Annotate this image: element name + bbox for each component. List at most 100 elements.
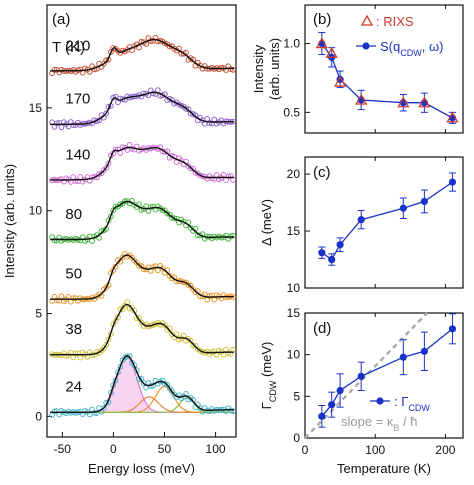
y-tick-label-b: 1.0 bbox=[283, 37, 300, 51]
panel-label-c: (c) bbox=[313, 164, 331, 181]
y-axis-label-a: Intensity (arb. units) bbox=[2, 164, 17, 278]
rixs-triangle bbox=[315, 37, 328, 49]
temperature-label: 38 bbox=[65, 321, 82, 338]
temperature-label: 24 bbox=[65, 379, 82, 396]
data-point-d bbox=[448, 325, 457, 333]
data-point bbox=[49, 234, 55, 240]
rixs-triangle bbox=[334, 75, 347, 87]
data-point bbox=[162, 40, 168, 47]
legend-label-slope: slope = κB / ħ bbox=[341, 414, 418, 433]
temperature-label: 80 bbox=[65, 206, 82, 223]
data-point bbox=[159, 207, 166, 214]
legend-label-gamma: : ΓCDW bbox=[394, 394, 430, 413]
data-point bbox=[105, 336, 112, 343]
temperature-label: 140 bbox=[65, 146, 90, 163]
x-axis-label-d: Temperature (K) bbox=[337, 461, 431, 476]
legend-marker-gamma bbox=[376, 397, 384, 405]
data-point bbox=[162, 149, 168, 155]
y-tick-label-a: 10 bbox=[29, 204, 43, 218]
panel-label-a: (a) bbox=[52, 11, 70, 28]
legend-label-rixs: : RIXS bbox=[376, 14, 414, 29]
data-point bbox=[154, 87, 161, 93]
fit-line bbox=[50, 200, 234, 241]
data-point bbox=[105, 160, 112, 167]
data-point-d bbox=[357, 372, 365, 380]
data-point bbox=[136, 262, 142, 269]
y-tick-label-a: 5 bbox=[35, 307, 42, 321]
x-tick-label-a: 0 bbox=[110, 442, 117, 456]
y-tick-label-b: 0.5 bbox=[283, 105, 300, 119]
panel-label-b: (b) bbox=[313, 11, 331, 28]
data-point bbox=[218, 64, 225, 71]
data-point bbox=[199, 173, 206, 180]
data-point bbox=[58, 293, 65, 300]
x-tick-label-d: 100 bbox=[365, 443, 385, 457]
spectrum-80K: 80 bbox=[49, 198, 236, 244]
data-point bbox=[117, 363, 124, 370]
reference-slope-line bbox=[304, 312, 429, 439]
data-point bbox=[53, 297, 60, 304]
y-tick-label-c: 10 bbox=[287, 281, 301, 295]
data-point bbox=[230, 66, 236, 73]
data-point-c bbox=[448, 178, 457, 186]
data-point bbox=[51, 237, 58, 244]
data-point bbox=[154, 267, 161, 274]
y-tick-label-d: 15 bbox=[287, 306, 301, 320]
fit-line bbox=[50, 355, 234, 413]
data-point bbox=[72, 350, 79, 357]
data-point bbox=[103, 165, 110, 171]
legend-header-a: T (K) bbox=[52, 39, 85, 56]
data-point bbox=[206, 293, 213, 300]
data-point bbox=[230, 232, 236, 239]
plot-frame-b bbox=[304, 4, 464, 134]
rixs-triangle bbox=[325, 46, 338, 58]
data-point bbox=[77, 174, 84, 180]
data-point bbox=[185, 282, 192, 289]
x-tick-label-a: 50 bbox=[158, 442, 172, 456]
data-point bbox=[70, 295, 77, 302]
data-point-c bbox=[328, 255, 336, 264]
data-point bbox=[187, 337, 194, 344]
fit-line bbox=[50, 39, 234, 72]
legend-marker-s bbox=[362, 42, 370, 50]
data-point-c bbox=[357, 216, 365, 224]
data-point bbox=[225, 173, 232, 180]
temperature-label: 170 bbox=[65, 91, 90, 108]
data-point bbox=[230, 346, 236, 353]
spectrum-50K: 50 bbox=[49, 251, 236, 305]
rixs-triangle bbox=[418, 96, 431, 108]
panel-d: 0 5 10 15 0 100 200 Temperature (K) (d) ΓCDW (meV… bbox=[259, 306, 464, 476]
plot-frame-c bbox=[304, 156, 464, 289]
data-point-d bbox=[420, 347, 428, 355]
x-tick-label-a: -50 bbox=[54, 442, 72, 456]
data-point bbox=[187, 165, 194, 172]
y-tick-label-c: 15 bbox=[287, 224, 301, 238]
data-point-d bbox=[399, 353, 407, 361]
data-point-d bbox=[318, 412, 326, 420]
rixs-triangle bbox=[355, 93, 368, 105]
data-point bbox=[230, 408, 236, 415]
data-point bbox=[162, 322, 168, 329]
data-point-c bbox=[336, 241, 344, 249]
data-point bbox=[227, 350, 234, 357]
data-point bbox=[230, 176, 236, 183]
plot-frame-d bbox=[304, 312, 464, 439]
fit-line bbox=[50, 146, 234, 181]
legend-triangle-rixs bbox=[360, 14, 374, 26]
data-point bbox=[103, 110, 110, 117]
fit-line bbox=[50, 91, 234, 125]
data-point-c bbox=[399, 204, 407, 212]
y-axis-label-d: ΓCDW (meV) bbox=[259, 342, 278, 410]
data-point bbox=[91, 410, 98, 416]
y-tick-label-d: 5 bbox=[293, 389, 300, 403]
temperature-label: 210 bbox=[65, 37, 90, 54]
data-point bbox=[51, 67, 58, 73]
data-point-d bbox=[328, 401, 336, 409]
data-point bbox=[183, 105, 189, 112]
x-tick-label-a: 100 bbox=[206, 442, 226, 456]
panel-c: 10 15 20 (c) Δ (meV) bbox=[259, 156, 464, 295]
plot-frame-a bbox=[46, 4, 237, 438]
data-point bbox=[206, 120, 213, 126]
spectrum-210K: 210 bbox=[49, 35, 236, 77]
fit-line bbox=[50, 303, 234, 356]
